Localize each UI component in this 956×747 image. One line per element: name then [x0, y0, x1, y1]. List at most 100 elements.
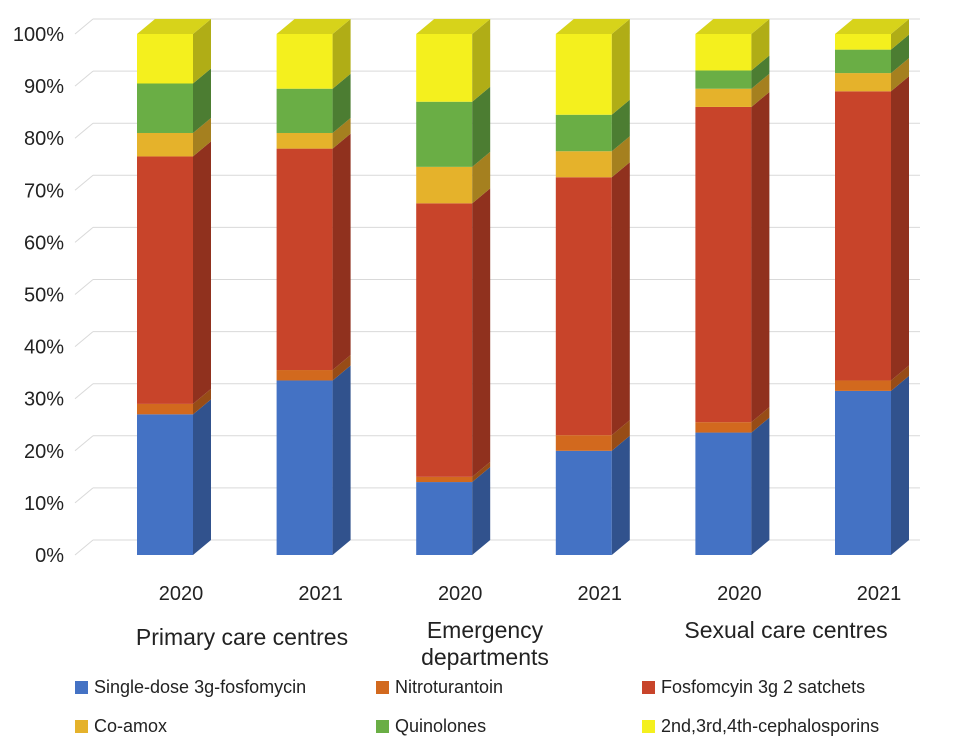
- bar-segment-side: [472, 151, 491, 204]
- gridline-edge: [74, 539, 94, 556]
- y-axis-tick-labels: 0% 10% 20% 30% 40% 50% 60% 70% 80% 90% 100%: [13, 24, 64, 567]
- bar-segment: [835, 390, 891, 555]
- bar-segment-side: [472, 467, 491, 555]
- group-label: Sexual care centres: [684, 617, 887, 643]
- bar-segment: [276, 34, 333, 89]
- bar-top-face: [835, 19, 909, 34]
- bar-top-face: [555, 19, 630, 34]
- gridline-edge: [74, 18, 94, 35]
- x-tick-label: 2020: [438, 583, 483, 605]
- y-tick-label: 70%: [24, 180, 64, 202]
- bar-segment: [695, 422, 752, 433]
- gridline-edge: [74, 227, 94, 243]
- x-tick-label: 2021: [578, 583, 623, 605]
- x-tick-label: 2021: [298, 583, 343, 605]
- bar-segment-side: [332, 117, 351, 149]
- bar-segment: [137, 156, 193, 404]
- bar-segment: [695, 432, 752, 555]
- bar-segment-side: [611, 99, 630, 152]
- bar-segment-side: [751, 417, 770, 555]
- gridline-edge: [74, 487, 94, 504]
- bar-segment-side: [611, 19, 630, 115]
- bar-segment: [416, 203, 473, 477]
- legend-label: Quinolones: [395, 716, 486, 736]
- group-label: Primary care centres: [136, 624, 348, 650]
- bar-segment-side: [193, 117, 211, 157]
- gridline-edge: [74, 70, 94, 87]
- x-tick-label: 2020: [717, 583, 762, 605]
- bar-top-face: [416, 19, 491, 34]
- bar-segment: [276, 132, 333, 149]
- bar-segment-side: [611, 136, 630, 178]
- bar-segment: [137, 132, 193, 157]
- bar-segment-side: [332, 355, 351, 381]
- group-label: Emergency: [427, 617, 544, 643]
- bar-segment-side: [472, 188, 491, 477]
- bar-segment: [137, 403, 193, 415]
- bar-segment: [137, 414, 193, 555]
- bar-segment: [695, 88, 752, 107]
- bar-segment: [276, 88, 333, 133]
- bar-segment-side: [332, 73, 351, 133]
- legend-swatch: [75, 681, 88, 694]
- bar-segment-side: [751, 19, 770, 71]
- y-tick-label: 0%: [35, 545, 64, 567]
- y-tick-label: 10%: [24, 493, 64, 515]
- bar-segment-side: [472, 461, 491, 483]
- bar-segment-side: [193, 399, 211, 555]
- bar-segment-side: [891, 58, 909, 92]
- bar-segment: [835, 49, 891, 74]
- y-tick-label: 20%: [24, 441, 64, 463]
- gridline-edge: [74, 435, 94, 452]
- bar-segment: [835, 91, 891, 381]
- bar-segment-side: [891, 34, 909, 74]
- bar-segment: [416, 166, 473, 204]
- bar-segment: [555, 435, 612, 451]
- legend-label: Co-amox: [94, 716, 167, 736]
- bars: [137, 19, 909, 555]
- bar-segment: [555, 151, 612, 178]
- gridline-edge: [74, 383, 94, 400]
- bar-top-face: [695, 19, 770, 34]
- bar-segment-side: [891, 76, 909, 381]
- gridline-edge: [74, 122, 94, 139]
- bar-segment: [137, 34, 193, 84]
- bar-segment: [276, 148, 333, 371]
- bar-segment-side: [472, 19, 491, 102]
- bar-top-face: [137, 19, 211, 34]
- gridline-edge: [74, 331, 94, 347]
- bar-segment: [695, 106, 752, 423]
- y-tick-label: 100%: [13, 24, 64, 46]
- bar-segment-side: [193, 388, 211, 415]
- bar-segment: [416, 476, 473, 483]
- legend-label: Nitroturantoin: [395, 677, 503, 697]
- legend: Single-dose 3g-fosfomycin Nitroturantoin F…: [75, 677, 879, 736]
- legend-swatch: [642, 720, 655, 733]
- bar-segment: [276, 370, 333, 381]
- bar-segment-side: [891, 375, 909, 555]
- legend-swatch: [642, 681, 655, 694]
- y-tick-label: 50%: [24, 285, 64, 307]
- bar-segment-side: [751, 73, 770, 107]
- bar-segment-side: [332, 19, 351, 89]
- legend-swatch: [376, 720, 389, 733]
- bar-segment-side: [332, 133, 351, 371]
- bar-segment: [555, 114, 612, 152]
- bar-segment: [137, 83, 193, 133]
- y-tick-label: 80%: [24, 128, 64, 150]
- legend-label: Fosfomcyin 3g 2 satchets: [661, 677, 865, 697]
- gridline-edge: [74, 279, 94, 295]
- bar-segment-side: [891, 19, 909, 50]
- bar-segment-side: [193, 68, 211, 133]
- bar-segment-side: [193, 141, 211, 404]
- bar-segment: [416, 34, 473, 102]
- bar-segment-side: [751, 55, 770, 89]
- gridlines: [74, 18, 920, 556]
- bar-segment-side: [611, 162, 630, 436]
- bar-segment: [416, 101, 473, 167]
- y-tick-label: 60%: [24, 232, 64, 254]
- x-axis-labels: 2020 2021 2020 2021 2020 2021 Primary care cen…: [136, 583, 901, 670]
- legend-label: 2nd,3rd,4th-cephalosporins: [661, 716, 879, 736]
- bar-segment: [416, 482, 473, 555]
- y-tick-label: 40%: [24, 337, 64, 359]
